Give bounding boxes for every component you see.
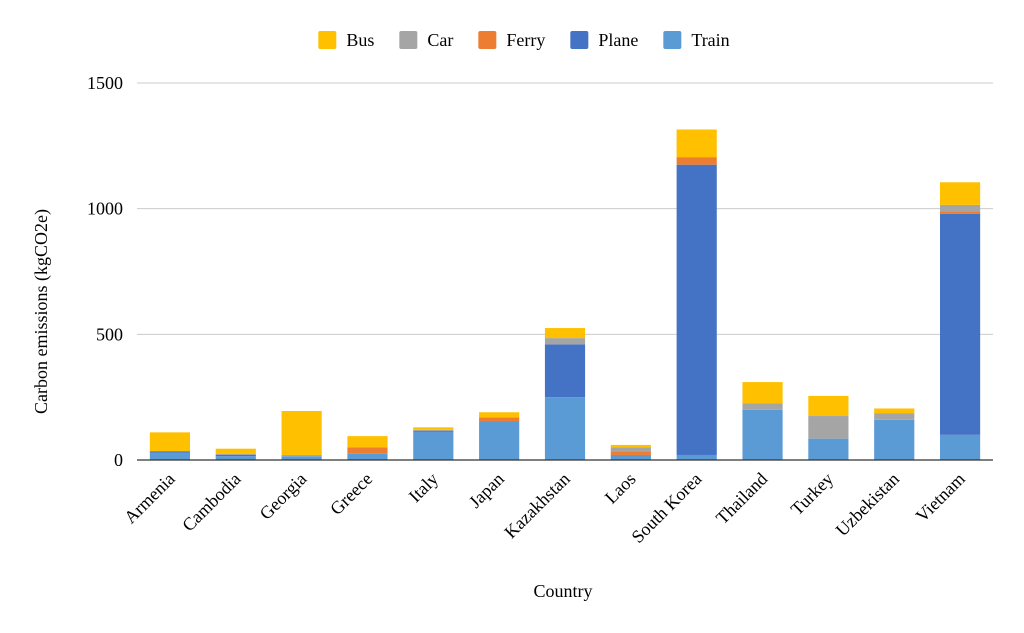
x-tick-label-greece: Greece bbox=[326, 469, 376, 519]
bar-stack-laos bbox=[610, 444, 651, 460]
x-tick-label-turkey: Turkey bbox=[787, 469, 837, 519]
bar-kazakhstan-train bbox=[544, 397, 586, 460]
legend-swatch-bus bbox=[318, 31, 337, 49]
x-tick-label-laos: Laos bbox=[601, 469, 640, 508]
legend-label-ferry: Ferry bbox=[506, 30, 545, 50]
bar-south-korea-plane bbox=[676, 164, 717, 455]
y-tick-label-0: 0 bbox=[114, 450, 123, 470]
bar-cambodia-plane bbox=[215, 454, 256, 457]
x-tick-label-italy: Italy bbox=[405, 469, 442, 506]
y-tick-label-1500: 1500 bbox=[87, 73, 123, 93]
bar-italy-train bbox=[413, 432, 454, 460]
bar-vietnam-train bbox=[939, 434, 981, 460]
legend-item-train: Train bbox=[663, 30, 730, 50]
bar-laos-ferry bbox=[610, 451, 651, 455]
bar-uzbekistan-train bbox=[874, 419, 915, 460]
bar-georgia-car bbox=[281, 454, 322, 457]
x-tick-label-kazakhstan: Kazakhstan bbox=[500, 469, 574, 543]
legend-item-bus: Bus bbox=[318, 30, 374, 50]
bar-thailand-car bbox=[742, 403, 783, 410]
bar-south-korea-ferry bbox=[676, 157, 717, 165]
x-tick-label-japan: Japan bbox=[465, 469, 508, 512]
bar-japan-ferry bbox=[479, 417, 520, 422]
bar-stack-armenia bbox=[149, 432, 191, 460]
x-tick-label-thailand: Thailand bbox=[712, 469, 771, 528]
bar-vietnam-ferry bbox=[939, 211, 981, 214]
x-axis-tick-labels: Armenia Cambodia Georgia Greece Italy JapanKa… bbox=[120, 469, 969, 547]
bar-stack-kazakhstan bbox=[544, 328, 586, 460]
bar-armenia-bus bbox=[149, 432, 191, 452]
bar-laos-bus bbox=[610, 444, 651, 448]
bar-stack-cambodia bbox=[215, 448, 256, 460]
bar-stack-vietnam bbox=[939, 182, 981, 460]
x-tick-label-vietnam: Vietnam bbox=[912, 469, 969, 526]
bar-laos-train bbox=[610, 454, 651, 460]
x-tick-label-armenia: Armenia bbox=[120, 469, 179, 528]
legend-label-plane: Plane bbox=[598, 30, 638, 50]
bar-kazakhstan-car bbox=[544, 338, 586, 345]
bar-stack-greece bbox=[347, 436, 388, 460]
bar-stack-south-korea bbox=[676, 129, 717, 460]
bar-italy-bus bbox=[413, 427, 454, 430]
bar-stack-georgia bbox=[281, 410, 322, 460]
legend-swatch-ferry bbox=[478, 31, 497, 49]
bar-thailand-bus bbox=[742, 382, 783, 404]
bar-kazakhstan-bus bbox=[544, 328, 586, 339]
legend-label-bus: Bus bbox=[346, 30, 374, 50]
bar-turkey-bus bbox=[808, 395, 849, 417]
bar-uzbekistan-bus bbox=[874, 408, 915, 414]
legend-swatch-train bbox=[663, 31, 682, 49]
bar-cambodia-bus bbox=[215, 448, 256, 454]
bar-uzbekistan-car bbox=[874, 413, 915, 420]
bar-japan-bus bbox=[479, 412, 520, 418]
bar-italy-car bbox=[413, 429, 454, 432]
bar-vietnam-car bbox=[939, 204, 981, 212]
x-tick-label-cambodia: Cambodia bbox=[178, 469, 244, 535]
legend-swatch-car bbox=[399, 31, 418, 49]
bar-stack-turkey bbox=[808, 395, 849, 460]
bar-greece-ferry bbox=[347, 447, 388, 454]
legend-item-car: Car bbox=[399, 30, 453, 50]
bar-thailand-train bbox=[742, 409, 783, 460]
bar-vietnam-bus bbox=[939, 182, 981, 205]
bar-laos-car bbox=[610, 447, 651, 452]
legend: Bus Car Ferry Plane Train bbox=[318, 30, 730, 50]
bar-vietnam-plane bbox=[939, 213, 981, 435]
bar-greece-bus bbox=[347, 436, 388, 448]
bar-georgia-bus bbox=[281, 410, 322, 455]
bar-greece-train bbox=[347, 453, 388, 460]
bar-cambodia-train bbox=[215, 456, 256, 460]
bars bbox=[149, 129, 981, 460]
x-tick-label-uzbekistan: Uzbekistan bbox=[832, 469, 903, 540]
bar-georgia-train bbox=[281, 456, 322, 460]
grid bbox=[137, 82, 993, 335]
legend-label-car: Car bbox=[427, 30, 453, 50]
legend-item-plane: Plane bbox=[570, 30, 638, 50]
bar-turkey-train bbox=[808, 438, 849, 460]
bar-turkey-car bbox=[808, 416, 849, 439]
legend-item-ferry: Ferry bbox=[478, 30, 545, 50]
bar-italy-plane bbox=[413, 431, 454, 433]
bar-south-korea-train bbox=[676, 454, 717, 460]
bar-armenia-plane bbox=[149, 451, 191, 453]
bar-stack-thailand bbox=[742, 382, 783, 460]
y-axis-tick-labels: 0 500 1000 1500 bbox=[87, 73, 123, 470]
bar-stack-japan bbox=[479, 412, 520, 460]
bar-stack-italy bbox=[413, 427, 454, 460]
legend-swatch-plane bbox=[570, 31, 589, 49]
bar-cambodia-car bbox=[215, 453, 256, 455]
bar-kazakhstan-plane bbox=[544, 344, 586, 398]
y-tick-label-500: 500 bbox=[96, 324, 123, 344]
x-axis-title: Country bbox=[533, 581, 592, 601]
x-tick-label-georgia: Georgia bbox=[256, 469, 311, 524]
x-tick-label-south-korea: South Korea bbox=[627, 469, 705, 547]
legend-label-train: Train bbox=[691, 30, 729, 50]
bar-armenia-train bbox=[149, 452, 191, 460]
bar-south-korea-bus bbox=[676, 129, 717, 158]
bar-stack-uzbekistan bbox=[874, 408, 915, 460]
y-tick-label-1000: 1000 bbox=[87, 199, 123, 219]
y-axis-title: Carbon emissions (kgCO2e) bbox=[31, 209, 52, 414]
bar-japan-train bbox=[479, 421, 520, 460]
